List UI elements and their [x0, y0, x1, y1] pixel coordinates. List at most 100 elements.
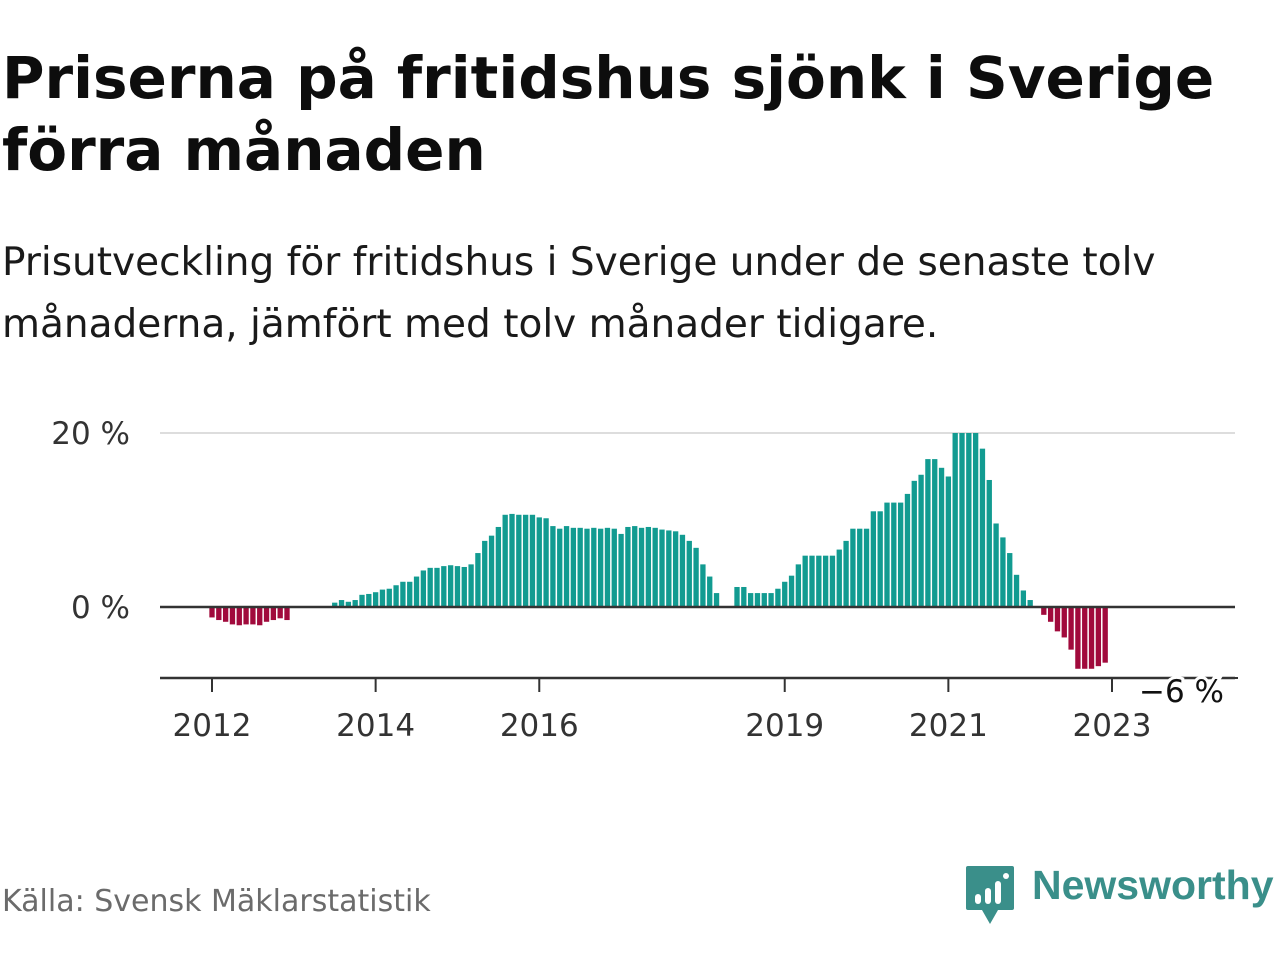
bar — [659, 529, 665, 607]
chart-subtitle: Prisutveckling för fritidshus i Sverige … — [2, 240, 1156, 347]
bar — [816, 555, 822, 607]
bar-chart: 20 % 0 % 2012 2014 2016 2019 2021 2023−6 % — [51, 416, 1238, 744]
bar — [597, 528, 604, 607]
bar — [1095, 607, 1102, 667]
bar — [952, 433, 958, 607]
bar — [529, 514, 536, 607]
bar — [1054, 607, 1061, 632]
bar — [516, 514, 522, 607]
bar — [897, 502, 904, 607]
bar — [482, 540, 488, 607]
bar — [1102, 607, 1108, 663]
bar — [734, 586, 740, 607]
bar — [277, 607, 283, 619]
bar — [509, 513, 515, 607]
bar — [413, 576, 420, 607]
bar — [379, 589, 386, 607]
bar — [932, 459, 938, 607]
bar — [959, 433, 965, 607]
bar — [420, 570, 427, 607]
bar — [468, 564, 474, 607]
bar — [884, 502, 890, 607]
bar — [904, 493, 911, 607]
bar — [618, 533, 624, 607]
x-tick-label: 2016 — [500, 708, 579, 744]
bar — [236, 607, 242, 626]
x-tick-label: 2023 — [1073, 708, 1152, 744]
bar — [284, 607, 290, 621]
bar — [584, 528, 590, 607]
bar — [679, 534, 686, 607]
bar — [993, 523, 999, 607]
bar — [972, 433, 979, 607]
bar — [366, 593, 372, 607]
bar — [768, 593, 774, 607]
bar — [822, 555, 829, 607]
bar — [782, 581, 788, 607]
bar — [761, 593, 767, 607]
bar — [986, 479, 992, 607]
bar — [966, 433, 972, 607]
bar — [645, 526, 652, 607]
bar — [243, 607, 249, 625]
bar — [475, 553, 481, 607]
newsworthy-logo-icon — [966, 866, 1014, 924]
bar — [707, 576, 713, 607]
bar — [850, 528, 856, 607]
bar — [672, 531, 679, 607]
x-tick-label: 2014 — [336, 708, 415, 744]
bar — [229, 607, 236, 625]
bar — [332, 602, 338, 607]
bar — [638, 527, 645, 607]
y-tick-label: 0 % — [71, 590, 130, 626]
bar — [775, 588, 781, 607]
y-tick-label: 20 % — [51, 416, 130, 452]
bar — [1068, 607, 1074, 650]
bar — [870, 511, 877, 607]
bar — [352, 600, 358, 607]
bar — [570, 527, 577, 607]
bar — [577, 527, 583, 607]
bar — [1075, 607, 1081, 669]
bar — [400, 581, 406, 607]
bar — [591, 527, 597, 607]
bar — [550, 526, 556, 607]
last-value-label: −6 % — [1139, 674, 1224, 710]
bar — [1007, 553, 1013, 607]
bar — [877, 511, 883, 607]
bar — [434, 567, 440, 607]
bar — [857, 528, 863, 607]
bar — [632, 526, 638, 607]
bar — [522, 514, 529, 607]
bar — [754, 593, 761, 607]
bar — [625, 526, 631, 607]
bar — [686, 540, 692, 607]
source-note: Källa: Svensk Mäklarstatistik — [2, 884, 431, 919]
bar — [393, 585, 399, 607]
x-tick-label: 2019 — [745, 708, 824, 744]
bar — [1000, 537, 1006, 607]
bar — [836, 549, 842, 607]
bar — [604, 527, 611, 607]
bar — [495, 526, 502, 607]
bar — [788, 575, 795, 607]
bar — [809, 555, 815, 607]
bar — [938, 467, 945, 607]
bar — [795, 564, 802, 607]
bar — [427, 567, 433, 607]
bar — [209, 607, 215, 618]
bar — [270, 607, 277, 621]
bar — [911, 480, 917, 607]
bar — [502, 514, 508, 607]
bar — [461, 566, 467, 607]
bar — [488, 535, 495, 607]
bar — [536, 517, 542, 607]
bar — [441, 566, 447, 607]
bar — [1027, 600, 1033, 607]
bar — [652, 527, 658, 607]
bar — [925, 459, 931, 607]
bar — [802, 555, 808, 607]
bar — [263, 607, 270, 622]
bar — [1082, 607, 1088, 669]
bar — [1041, 607, 1047, 615]
